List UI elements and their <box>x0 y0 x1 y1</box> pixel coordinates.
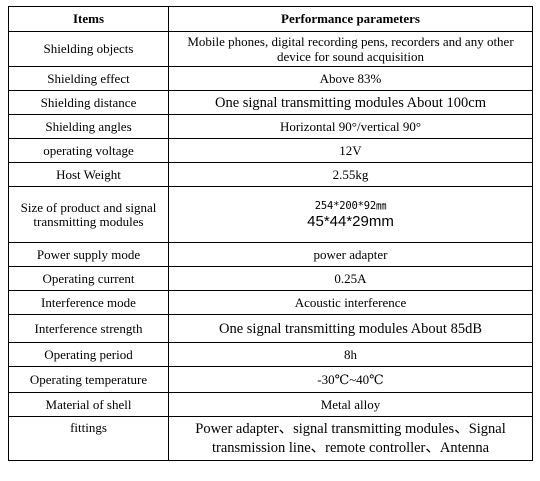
row-item-label: Shielding distance <box>8 90 169 115</box>
row-value: Horizontal 90°/vertical 90° <box>168 114 533 139</box>
row-item-label: Operating period <box>8 342 169 367</box>
row-value: Mobile phones, digital recording pens, r… <box>168 31 533 67</box>
row-item-label: Power supply mode <box>8 242 169 267</box>
table-row: Shielding effect Above 83% <box>8 66 533 91</box>
row-item-label: Shielding effect <box>8 66 169 91</box>
row-value: One signal transmitting modules About 85… <box>168 314 533 343</box>
table-row: Operating temperature -30℃~40℃ <box>8 366 533 393</box>
row-item-label: operating voltage <box>8 138 169 163</box>
table-row: Shielding distance One signal transmitti… <box>8 90 533 115</box>
product-size-value: 254*200*92㎜ <box>314 200 387 212</box>
row-value: Power adapter、signal transmitting module… <box>168 416 533 461</box>
table-row: Interference strength One signal transmi… <box>8 314 533 343</box>
header-items: Items <box>8 6 169 32</box>
table-row: Material of shell Metal alloy <box>8 392 533 417</box>
row-item-label: Material of shell <box>8 392 169 417</box>
row-value: Above 83% <box>168 66 533 91</box>
table-row: Interference mode Acoustic interference <box>8 290 533 315</box>
table-row: Power supply mode power adapter <box>8 242 533 267</box>
row-item-label: fittings <box>8 416 169 461</box>
table-row: operating voltage 12V <box>8 138 533 163</box>
row-item-label: Operating temperature <box>8 366 169 393</box>
table-row: Host Weight 2.55kg <box>8 162 533 187</box>
row-value: power adapter <box>168 242 533 267</box>
row-item-label: Host Weight <box>8 162 169 187</box>
row-value: One signal transmitting modules About 10… <box>168 90 533 115</box>
row-value: 254*200*92㎜ 45*44*29mm <box>168 186 533 243</box>
row-item-label: Size of product and signal transmitting … <box>8 186 169 243</box>
row-item-label: Shielding objects <box>8 31 169 67</box>
table-row: fittings Power adapter、signal transmitti… <box>8 416 533 461</box>
table-row: Operating period 8h <box>8 342 533 367</box>
row-value: 0.25A <box>168 266 533 291</box>
table-row: Size of product and signal transmitting … <box>8 186 533 243</box>
table-row: Shielding objects Mobile phones, digital… <box>8 31 533 67</box>
row-value: Acoustic interference <box>168 290 533 315</box>
table-header-row: Items Performance parameters <box>8 6 533 32</box>
row-value: -30℃~40℃ <box>168 366 533 393</box>
table-row: Operating current 0.25A <box>8 266 533 291</box>
row-item-label: Operating current <box>8 266 169 291</box>
row-item-label: Shielding angles <box>8 114 169 139</box>
row-value: 12V <box>168 138 533 163</box>
performance-parameters-table: Items Performance parameters Shielding o… <box>8 6 533 461</box>
row-value: Metal alloy <box>168 392 533 417</box>
spec-table-container: Items Performance parameters Shielding o… <box>8 6 533 461</box>
row-value: 2.55kg <box>168 162 533 187</box>
row-item-label: Interference mode <box>8 290 169 315</box>
row-value: 8h <box>168 342 533 367</box>
table-row: Shielding angles Horizontal 90°/vertical… <box>8 114 533 139</box>
header-performance-parameters: Performance parameters <box>168 6 533 32</box>
module-size-value: 45*44*29mm <box>307 213 394 230</box>
row-item-label: Interference strength <box>8 314 169 343</box>
